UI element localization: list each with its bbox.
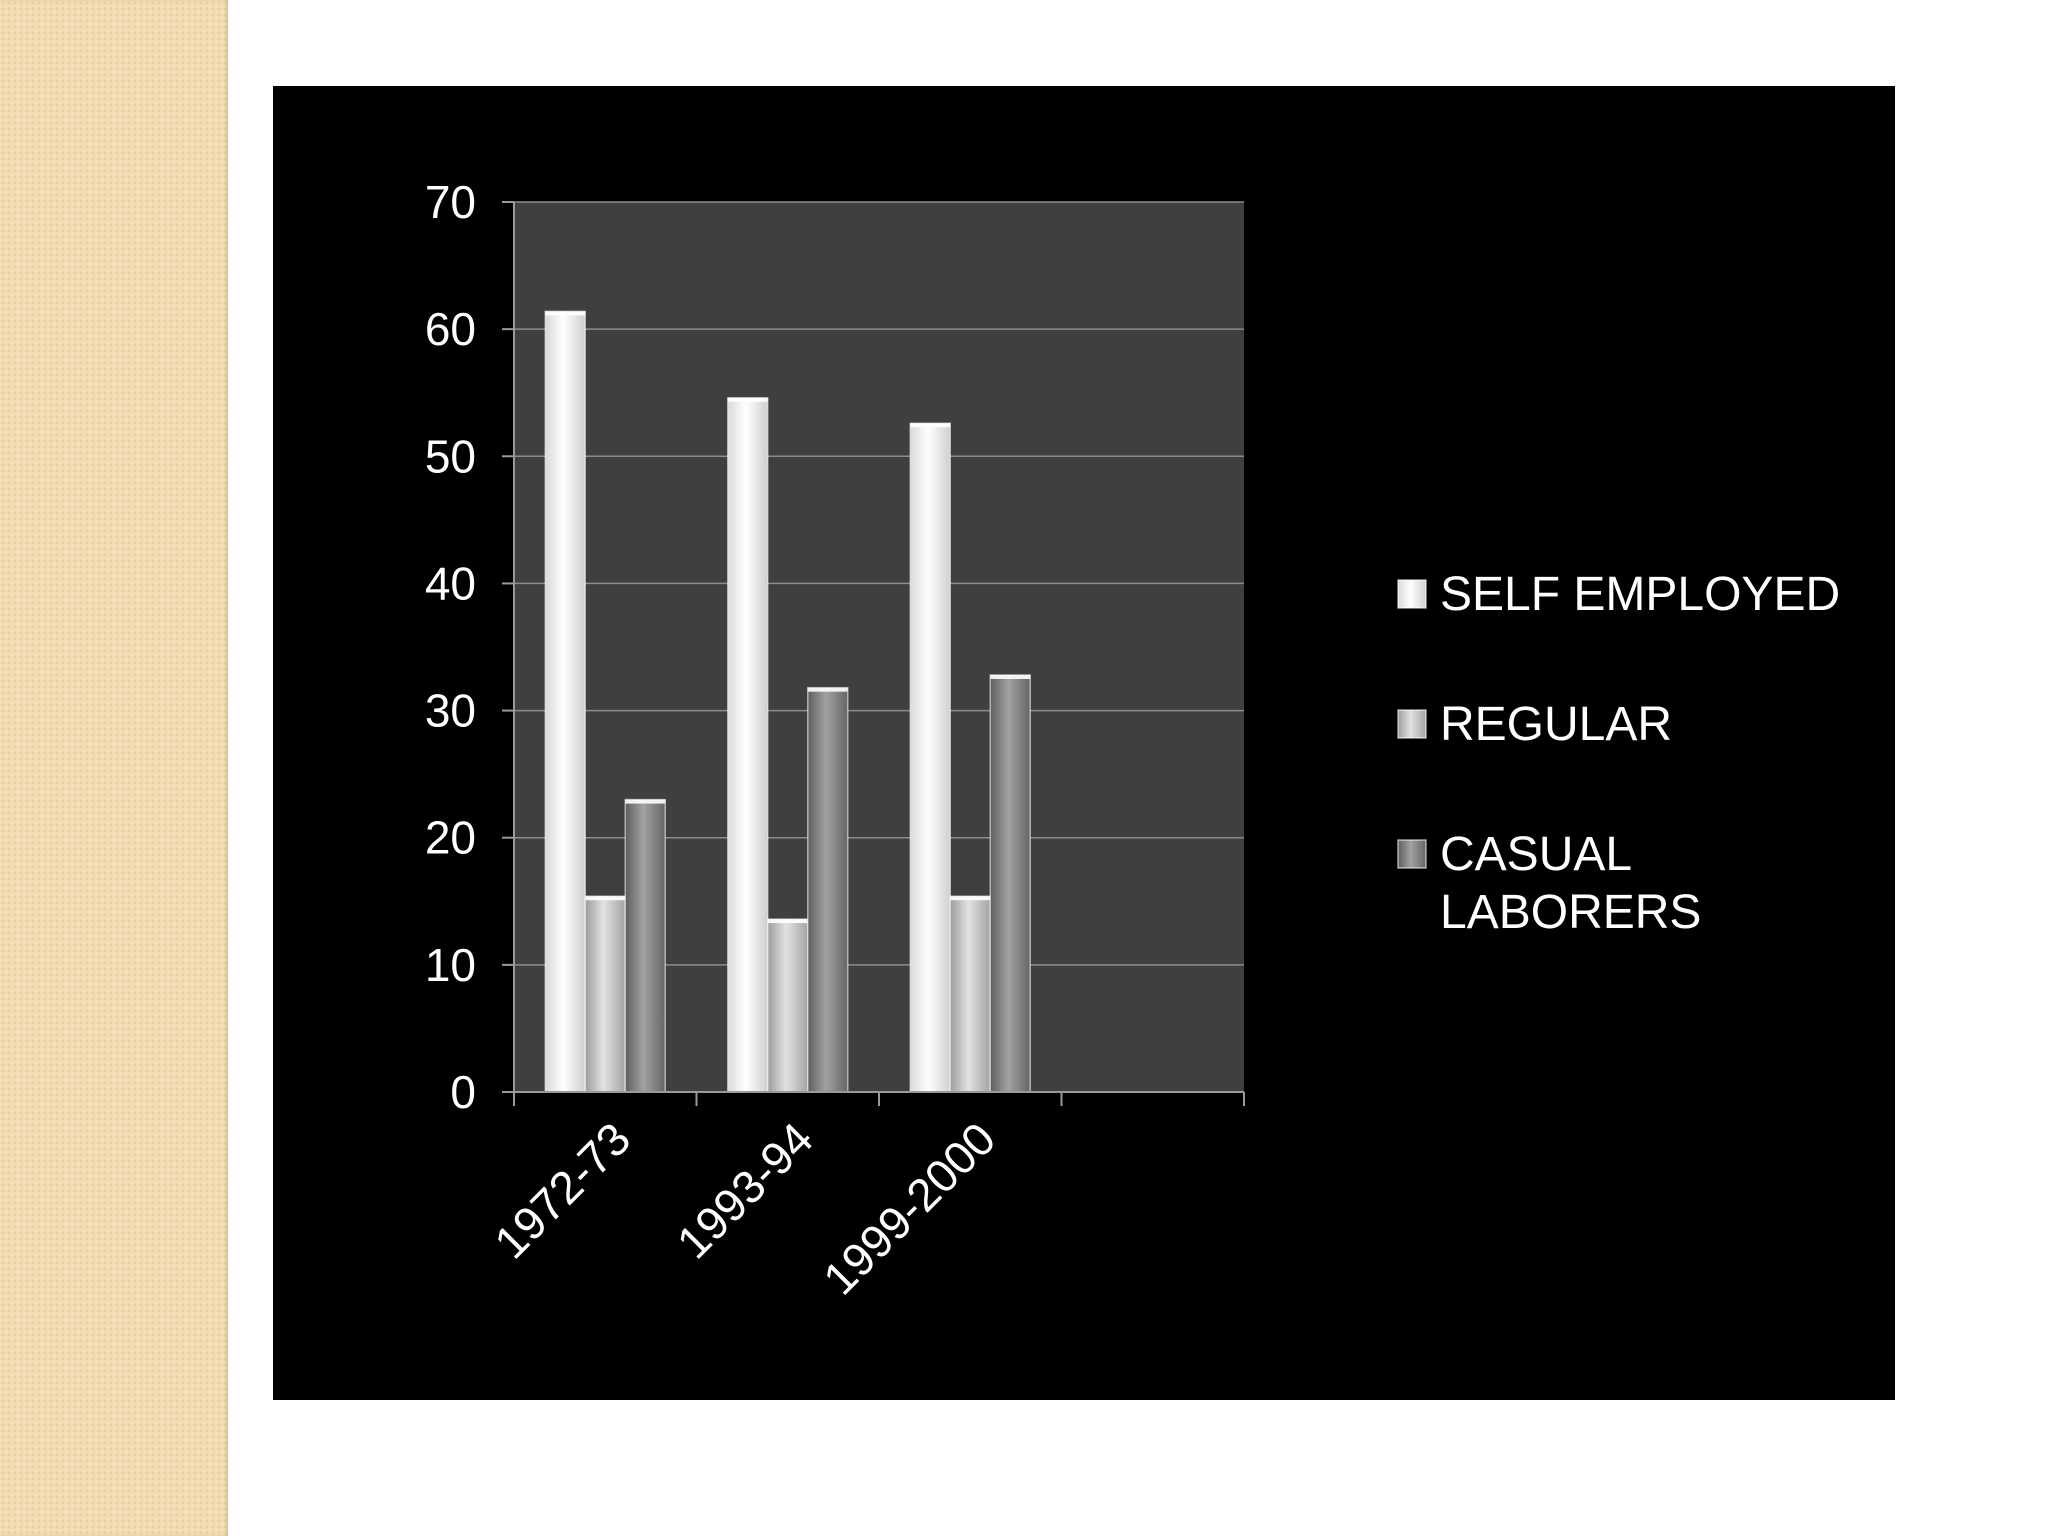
legend-label: REGULAR: [1440, 698, 1672, 751]
bar-self-employed: [544, 310, 586, 1093]
legend-swatch: [1397, 839, 1427, 869]
legend-swatch: [1397, 709, 1427, 739]
x-tick-label: 1972-73: [484, 1112, 640, 1268]
bar-top-highlight: [807, 687, 848, 692]
bar-casual-laborers: [807, 686, 849, 1093]
bar-top-highlight: [625, 799, 666, 804]
bar-casual-laborers: [989, 674, 1031, 1093]
bar-top-highlight: [585, 896, 626, 901]
y-tick-label: 60: [425, 303, 476, 355]
bars: [544, 310, 1031, 1093]
y-tick-label: 20: [425, 812, 476, 864]
x-tick-label: 1993-94: [667, 1112, 823, 1268]
axes: [502, 201, 1245, 1106]
bar-top-highlight: [767, 919, 808, 924]
bar-regular: [767, 918, 809, 1093]
bar-self-employed: [727, 397, 769, 1093]
y-tick-label: 50: [425, 430, 476, 482]
y-tick-labels: 0 10 20 30 40 50 60 70: [425, 176, 476, 1118]
y-tick-label: 0: [450, 1066, 476, 1118]
x-tick-label: 1999-2000: [813, 1112, 1005, 1304]
y-tick-label: 30: [425, 685, 476, 737]
bar-top-highlight: [545, 311, 586, 316]
y-tick-label: 40: [425, 557, 476, 609]
chart-panel: 0 10 20 30 40 50 60 70 1972-73 1993-94 1999-2000 …: [273, 86, 1895, 1400]
y-tick-label: 10: [425, 939, 476, 991]
legend: SELF EMPLOYED REGULAR CASUAL LABORERS: [1397, 568, 1840, 939]
bar-regular: [949, 895, 991, 1093]
legend-label: CASUAL LABORERS: [1440, 828, 1701, 939]
decorative-side-strip: [0, 0, 228, 1536]
y-tick-label: 70: [425, 176, 476, 228]
bar-self-employed: [909, 422, 951, 1093]
bar-regular: [584, 895, 626, 1093]
bar-top-highlight: [990, 674, 1031, 679]
bar-top-highlight: [950, 896, 991, 901]
bar-casual-laborers: [624, 798, 666, 1093]
bar-top-highlight: [727, 397, 768, 402]
legend-label: SELF EMPLOYED: [1440, 568, 1840, 621]
legend-swatch: [1397, 579, 1427, 609]
bar-top-highlight: [910, 423, 951, 428]
